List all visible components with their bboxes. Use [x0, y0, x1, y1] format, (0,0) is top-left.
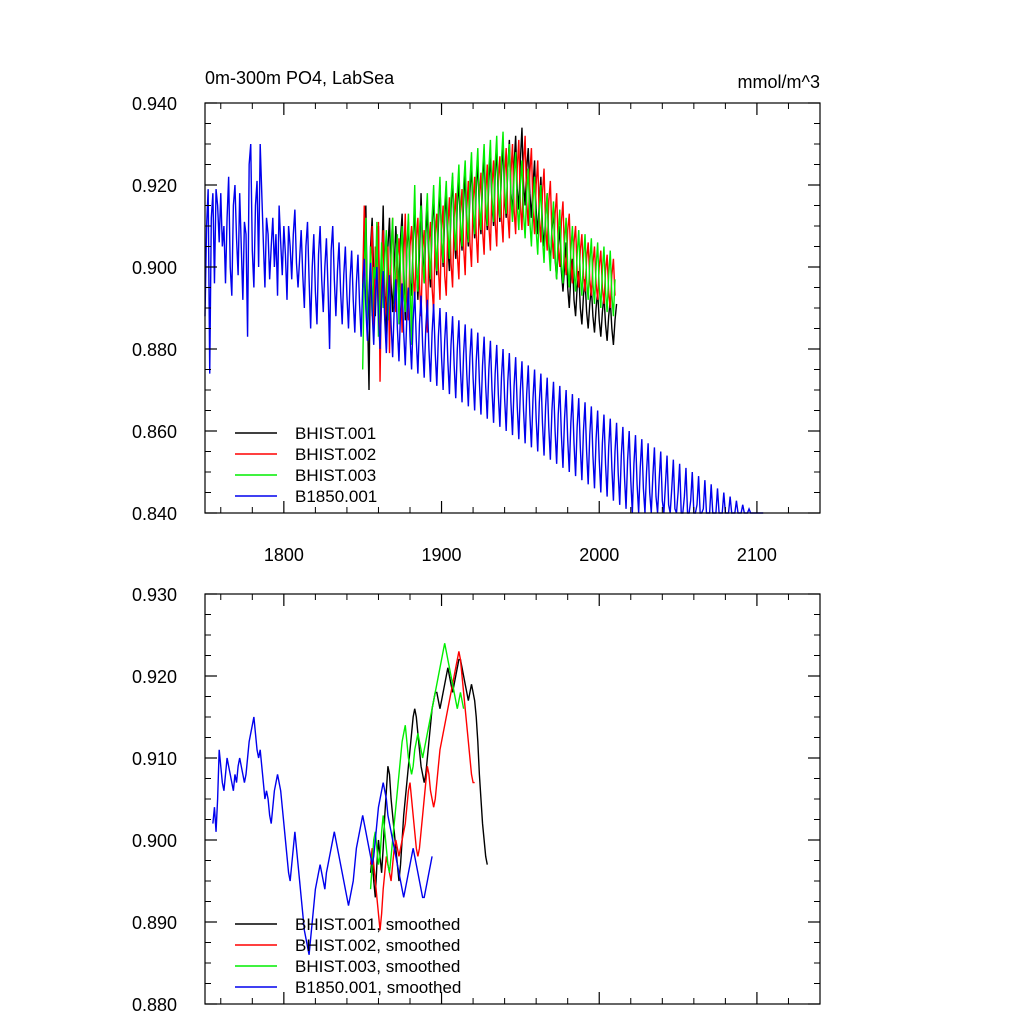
top-panel-xtick-label-1: 1900: [422, 545, 462, 565]
bottom-panel-axes: 0.880 0.890 0.900 0.910 0.920 0.930: [132, 585, 821, 1015]
top-panel-ytick-label-3: 0.900: [132, 258, 177, 278]
top-panel-series-line-2: [361, 131, 616, 370]
bottom-panel-series-layer: [212, 643, 488, 955]
bottom-panel-legend-label-3: B1850.001, smoothed: [295, 978, 461, 997]
top-panel-xtick-label-2: 2000: [579, 545, 619, 565]
top-panel-ytick-label-0: 0.840: [132, 504, 177, 524]
bottom-panel-series-line-0: [369, 658, 488, 898]
bottom-panel-ytick-label-4: 0.920: [132, 667, 177, 687]
bottom-panel-legend-label-1: BHIST.002, smoothed: [295, 936, 460, 955]
top-panel-xtick-label-3: 2100: [737, 545, 777, 565]
top-panel: 0m-300m PO4, LabSea mmol/m^3 0.8400.8600…: [132, 68, 821, 565]
top-panel-ytick-label-1: 0.860: [132, 422, 177, 442]
top-panel-series-layer: [204, 127, 764, 514]
top-panel-xtick-label-0: 1800: [264, 545, 304, 565]
top-panel-ytick-label-5: 0.940: [132, 94, 177, 114]
bottom-panel-ytick-label-1: 0.890: [132, 913, 177, 933]
top-panel-legend-label-1: BHIST.002: [295, 445, 376, 464]
bottom-panel-series-line-3: [212, 716, 433, 955]
bottom-panel-legend-label-0: BHIST.001, smoothed: [295, 915, 460, 934]
top-panel-legend-label-3: B1850.001: [295, 487, 377, 506]
top-panel-ytick-label-4: 0.920: [132, 176, 177, 196]
top-panel-legend: BHIST.001 BHIST.002 BHIST.003 B1850.001: [235, 424, 377, 506]
top-panel-ytick-label-2: 0.880: [132, 340, 177, 360]
top-panel-series-line-3: [204, 143, 764, 514]
bottom-panel-legend: BHIST.001, smoothed BHIST.002, smoothed BH…: [235, 915, 461, 997]
bottom-panel: 0.880 0.890 0.900 0.910 0.920 0.930 BHIST.001…: [132, 585, 821, 1015]
top-panel-title: 0m-300m PO4, LabSea: [205, 68, 395, 88]
bottom-panel-ytick-label-0: 0.880: [132, 995, 177, 1015]
top-panel-legend-label-0: BHIST.001: [295, 424, 376, 443]
top-panel-units: mmol/m^3: [738, 72, 820, 92]
top-panel-axes: 0.840 0.860 0.880 0.900 0.920 0.940 1800 1900 20…: [132, 94, 821, 565]
top-panel-legend-label-2: BHIST.003: [295, 466, 376, 485]
bottom-panel-legend-label-2: BHIST.003, smoothed: [295, 957, 460, 976]
bottom-panel-ytick-label-2: 0.900: [132, 831, 177, 851]
bottom-panel-ytick-label-3: 0.910: [132, 749, 177, 769]
bottom-panel-series-line-2: [369, 643, 465, 890]
bottom-panel-ytick-label-5: 0.930: [132, 585, 177, 605]
top-panel-series-line-1: [361, 135, 616, 382]
